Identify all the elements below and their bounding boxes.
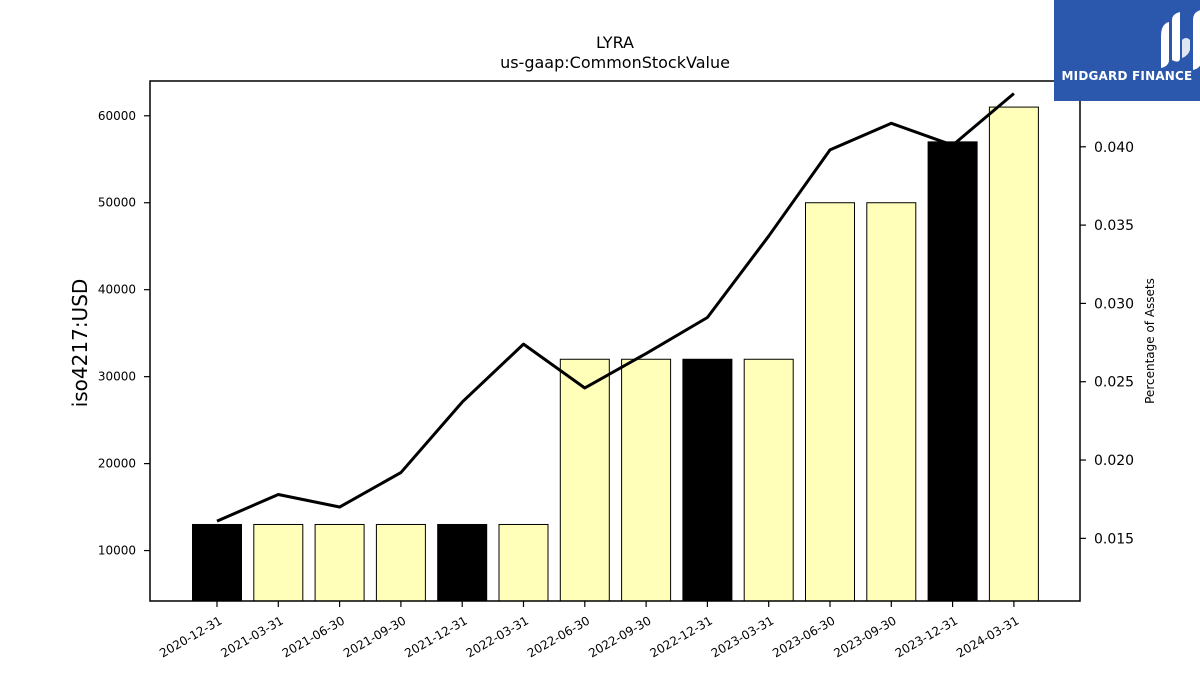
bar-2023-09-30	[866, 202, 917, 602]
bar-2023-12-31	[927, 141, 978, 602]
bar-2023-03-31	[743, 358, 794, 602]
bar-2022-06-30	[559, 358, 610, 602]
bar-2021-09-30	[375, 523, 426, 602]
bar-2021-12-31	[437, 523, 488, 602]
brand-logo: MIDGARD FINANCE	[1054, 0, 1200, 101]
bar-2022-09-30	[621, 358, 672, 602]
bar-2022-12-31	[682, 358, 733, 602]
x-tick-label: 2023-12-31	[893, 613, 960, 660]
y2-tick-label: 0.015	[1094, 531, 1134, 547]
x-tick-label: 2021-09-30	[341, 613, 408, 660]
y2-tick-label: 0.035	[1094, 218, 1134, 234]
logo-mark-icon	[1161, 10, 1200, 70]
y-tick-label: 20000	[98, 457, 136, 471]
y-axis-label: iso4217:USD	[68, 279, 92, 408]
x-tick-label: 2024-03-31	[954, 613, 1021, 660]
x-tick-label: 2022-09-30	[586, 613, 653, 660]
percentage-line	[216, 92, 1015, 523]
brand-name: MIDGARD FINANCE	[1061, 69, 1193, 83]
bar-2021-03-31	[253, 523, 304, 602]
x-tick-label: 2022-06-30	[525, 613, 592, 660]
bar-2020-12-31	[192, 523, 242, 602]
x-tick-label: 2023-03-31	[709, 613, 776, 660]
y-tick-label: 40000	[98, 283, 136, 297]
y2-tick-label: 0.020	[1094, 453, 1134, 469]
y2-tick-label: 0.025	[1094, 375, 1134, 391]
y2-tick-label: 0.040	[1094, 140, 1134, 156]
y2-axis-label: Percentage of Assets	[1143, 278, 1157, 404]
x-tick-label: 2021-06-30	[280, 613, 347, 660]
bar-2021-06-30	[314, 523, 365, 602]
y-tick-label: 60000	[98, 109, 136, 123]
bar-2022-03-31	[498, 523, 549, 602]
y-tick-label: 30000	[98, 370, 136, 384]
bar-2023-06-30	[805, 202, 855, 602]
x-tick-label: 2020-12-31	[157, 613, 224, 660]
y-tick-label: 10000	[98, 544, 136, 558]
y-tick-label: 50000	[98, 196, 136, 210]
x-tick-label: 2023-09-30	[831, 613, 898, 660]
x-tick-label: 2021-03-31	[218, 613, 285, 660]
plot-frame	[149, 80, 1081, 602]
y2-tick-label: 0.030	[1094, 296, 1134, 312]
x-tick-label: 2022-12-31	[647, 613, 714, 660]
x-tick-label: 2021-12-31	[402, 613, 469, 660]
x-tick-label: 2022-03-31	[464, 613, 531, 660]
chart-subtitle: us-gaap:CommonStockValue	[500, 53, 730, 72]
chart-title: LYRA	[596, 33, 634, 52]
bar-2024-03-31	[988, 106, 1039, 602]
x-tick-label: 2023-06-30	[770, 613, 837, 660]
